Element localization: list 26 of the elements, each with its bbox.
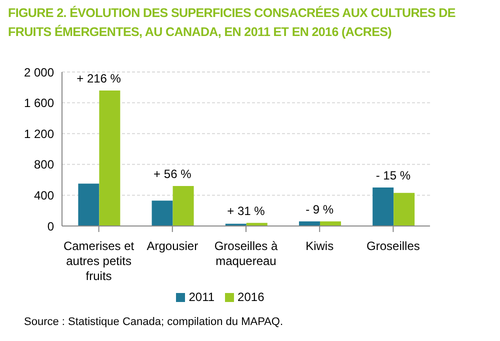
bar: [152, 200, 173, 226]
legend-label: 2016: [238, 290, 264, 304]
x-tick-label: Groseilles à maquereau: [214, 239, 278, 268]
y-tick-label: 0: [47, 219, 54, 234]
chart-title: FIGURE 2. ÉVOLUTION DES SUPERFICIES CONSACRÉES AUX CULTURES DE FRUITS ÉMERGENTES, AU CANADA, EN 2011 ET EN 2016 (ACRES): [8, 4, 456, 41]
bar: [372, 188, 394, 226]
x-tick-label: Argousier: [146, 239, 198, 253]
y-tick-label: 2 000: [24, 65, 54, 80]
x-tick-label: Groseilles: [366, 239, 420, 253]
bar: [394, 192, 415, 226]
y-tick-label: 800: [34, 158, 54, 172]
source-note: Source : Statistique Canada; compilation du MAPAQ.: [24, 316, 284, 328]
annotation: + 216 %: [76, 71, 122, 86]
y-tick-label: 400: [34, 188, 54, 202]
bar: [172, 186, 194, 226]
y-tick-label: 1 200: [24, 126, 54, 141]
x-tick-label: Kiwis: [306, 239, 334, 253]
annotation: + 31 %: [227, 204, 266, 218]
bar: [78, 184, 100, 226]
y-tick-label: 1 600: [24, 96, 54, 110]
annotation: + 56 %: [154, 166, 192, 181]
legend-label: 2011: [188, 290, 215, 304]
bar: [99, 90, 120, 226]
annotation: - 15 %: [376, 168, 411, 182]
annotation: - 9 %: [306, 202, 334, 216]
x-tick-label: Camerises et autres petits fruits: [63, 239, 135, 283]
